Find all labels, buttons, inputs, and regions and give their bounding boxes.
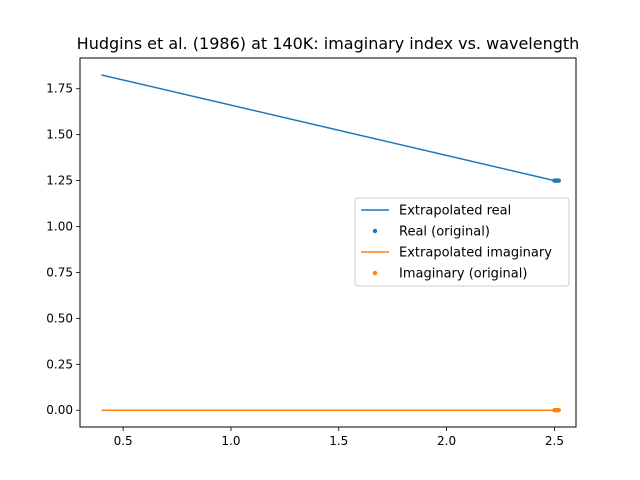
x-tick-label-4: 2.5 [545, 434, 564, 448]
y-tick-label-6: 1.50 [46, 128, 73, 142]
legend-label-0: Extrapolated real [399, 204, 511, 219]
legend-label-1: Real (original) [399, 225, 490, 240]
y-tick-label-1: 0.25 [46, 357, 73, 371]
y-tick-label-3: 0.75 [46, 265, 73, 279]
y-tick-label-2: 0.50 [46, 311, 73, 325]
legend-box [354, 197, 570, 287]
y-tick-label-7: 1.75 [46, 82, 73, 96]
legend: Extrapolated real Real (original) Extrapol… [354, 197, 570, 287]
legend-swatch-3 [372, 270, 378, 276]
x-tick-label-2: 1.5 [329, 434, 348, 448]
plot-frame [79, 57, 577, 428]
x-tick-label-0: 0.5 [114, 434, 133, 448]
series-point-3-4 [556, 408, 561, 413]
plot-area [101, 74, 561, 413]
x-tick-label-1: 1.0 [221, 434, 240, 448]
chart-title: Hudgins et al. (1986) at 140K: imaginary… [77, 34, 580, 53]
x-tick-label-3: 2.0 [437, 434, 456, 448]
series-point-1-4 [556, 178, 561, 183]
y-tick-label-4: 1.00 [46, 220, 73, 234]
legend-swatch-1 [372, 228, 378, 234]
series-line-0 [101, 74, 555, 182]
y-tick-label-0: 0.00 [46, 403, 73, 417]
legend-label-2: Extrapolated imaginary [399, 246, 552, 261]
legend-label-3: Imaginary (original) [399, 267, 527, 282]
y-tick-label-5: 1.25 [46, 174, 73, 188]
axes: 0.5 1.0 1.5 2.0 2.5 0.00 0.25 0.50 0.75 1.00 1.25 1… [46, 82, 564, 448]
